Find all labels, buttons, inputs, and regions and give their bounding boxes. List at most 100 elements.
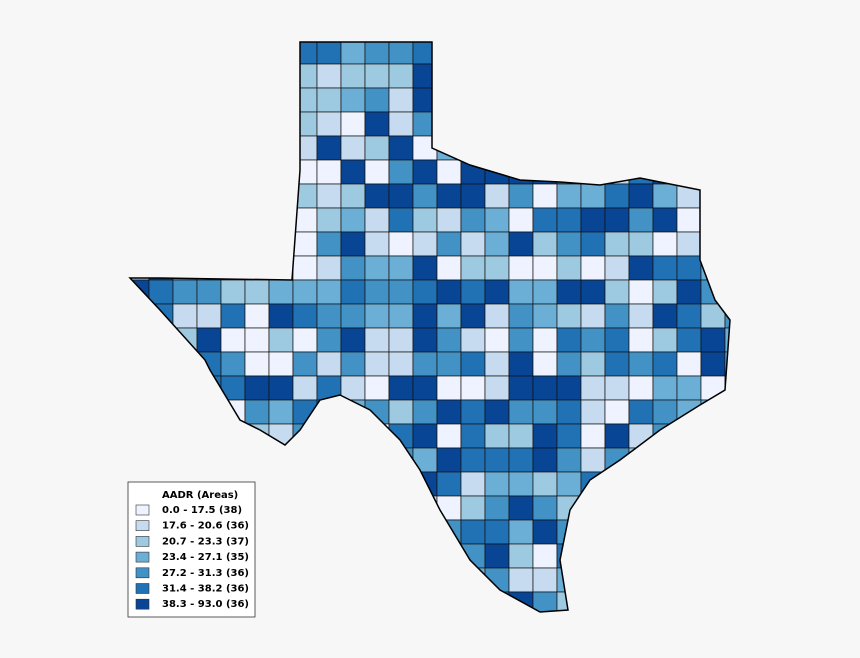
county [556,63,582,89]
county [130,231,150,257]
county [268,495,294,521]
county [676,375,702,401]
county [700,399,726,425]
county [268,327,294,353]
county [460,399,486,425]
county [652,567,678,593]
legend-label: 20.7 - 23.3 (37) [162,536,249,547]
county [724,447,730,473]
county [292,591,318,612]
county [412,471,438,497]
county [292,159,318,185]
county [604,351,630,377]
county [340,207,366,233]
county [508,471,534,497]
county [604,423,630,449]
county [436,471,462,497]
county [220,375,246,401]
county [130,447,150,473]
county [460,183,486,209]
county [724,303,730,329]
county [340,183,366,209]
county [196,42,222,65]
county [484,495,510,521]
county [245,616,269,640]
county [652,399,678,425]
county [244,42,270,65]
county [412,63,438,89]
county [436,423,462,449]
county [700,543,726,569]
county [196,303,222,329]
county [484,207,510,233]
county [412,255,438,281]
county [508,135,534,161]
county [292,183,318,209]
county [580,87,606,113]
county [652,519,678,545]
county [652,63,678,89]
county [436,42,462,65]
county [724,591,730,612]
county [628,471,654,497]
county [628,399,654,425]
county [580,231,606,257]
county [580,495,606,521]
county [292,351,318,377]
county [316,255,342,281]
county [580,135,606,161]
county [532,42,558,65]
county [244,327,270,353]
county [676,159,702,185]
county [148,375,174,401]
county [268,399,294,425]
county [700,471,726,497]
county [556,567,582,593]
county [388,495,414,521]
county [130,375,150,401]
county [700,111,726,137]
county [532,495,558,521]
county [580,327,606,353]
county [364,399,390,425]
county [364,327,390,353]
county [316,399,342,425]
county [316,519,342,545]
county [484,447,510,473]
county [580,207,606,233]
county [196,447,222,473]
county [700,159,726,185]
county [130,159,150,185]
county [316,327,342,353]
county [652,447,678,473]
county [700,63,726,89]
county [532,567,558,593]
county [628,231,654,257]
county [220,135,246,161]
county [484,255,510,281]
county [244,279,270,305]
county [340,375,366,401]
county [388,111,414,137]
county [724,495,730,521]
county [604,207,630,233]
county [652,303,678,329]
legend-label: 17.6 - 20.6 (36) [162,521,249,532]
county [532,231,558,257]
county [364,303,390,329]
county [340,399,366,425]
county [676,351,702,377]
county [700,42,726,65]
county [484,543,510,569]
county [701,616,725,640]
county [628,135,654,161]
county [460,255,486,281]
county [484,63,510,89]
county [580,159,606,185]
county [292,279,318,305]
county [292,399,318,425]
county [268,351,294,377]
county [292,303,318,329]
county [580,567,606,593]
county [700,495,726,521]
